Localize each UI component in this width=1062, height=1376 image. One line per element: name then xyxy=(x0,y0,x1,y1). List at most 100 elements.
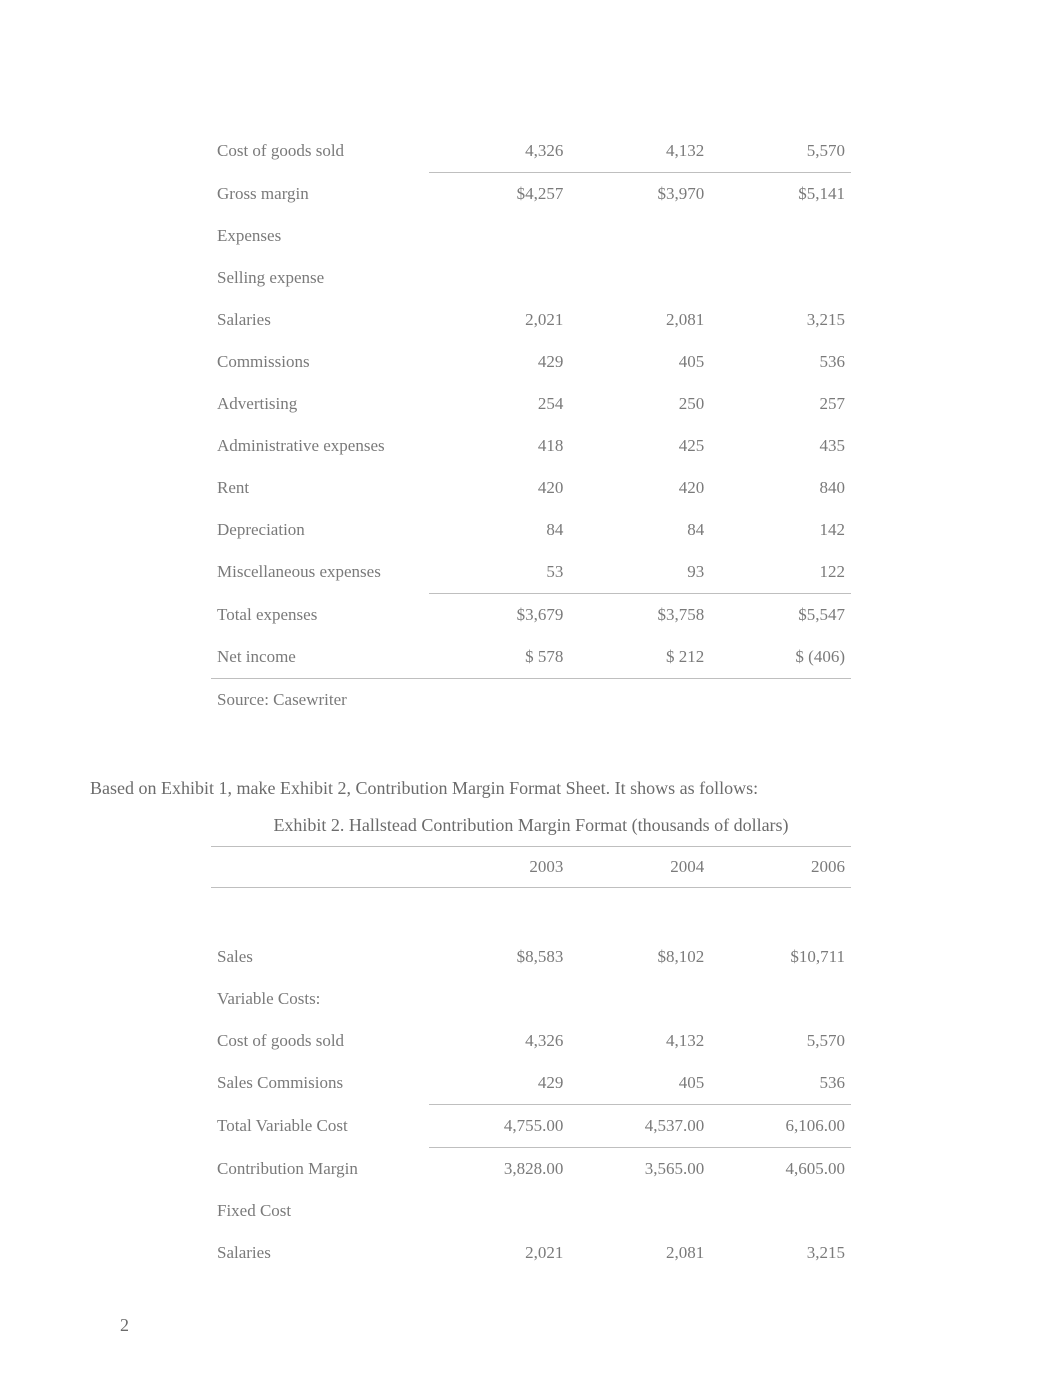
table-row: Sales$8,583$8,102$10,711 xyxy=(211,936,851,978)
exhibit2-title: Exhibit 2. Hallstead Contribution Margin… xyxy=(90,815,972,836)
cell-value: 250 xyxy=(569,383,710,425)
cell-value: 435 xyxy=(710,425,851,467)
row-label: Commissions xyxy=(211,341,429,383)
cell-value: 2,081 xyxy=(569,299,710,341)
row-label: Cost of goods sold xyxy=(211,1020,429,1062)
cell-value xyxy=(710,257,851,299)
row-label: Cost of goods sold xyxy=(211,130,429,173)
cell-value: 4,326 xyxy=(429,1020,570,1062)
cell-value: 4,326 xyxy=(429,130,570,173)
page-number: 2 xyxy=(120,1315,129,1336)
table-header-row: 200320042006 xyxy=(211,847,851,888)
table-row: Fixed Cost xyxy=(211,1190,851,1232)
cell-value: $ 578 xyxy=(429,636,570,679)
cell-value: 536 xyxy=(710,1062,851,1105)
row-label: Advertising xyxy=(211,383,429,425)
cell-value: 142 xyxy=(710,509,851,551)
table-row: Administrative expenses418425435 xyxy=(211,425,851,467)
row-label: Administrative expenses xyxy=(211,425,429,467)
cell-value xyxy=(569,1190,710,1232)
cell-value xyxy=(569,257,710,299)
cell-value: 5,570 xyxy=(710,1020,851,1062)
table-row: Depreciation8484142 xyxy=(211,509,851,551)
source-text: Source: Casewriter xyxy=(211,679,851,722)
table-row: Net income$ 578$ 212$ (406) xyxy=(211,636,851,679)
cell-value: 840 xyxy=(710,467,851,509)
row-label: Variable Costs: xyxy=(211,978,429,1020)
row-label: Contribution Margin xyxy=(211,1148,429,1191)
cell-value: $8,102 xyxy=(569,936,710,978)
cell-value: $3,970 xyxy=(569,173,710,216)
table-row: Commissions429405536 xyxy=(211,341,851,383)
cell-value xyxy=(569,978,710,1020)
table-row: Variable Costs: xyxy=(211,978,851,1020)
exhibit2-table: 200320042006 Sales$8,583$8,102$10,711Var… xyxy=(211,846,851,1274)
cell-value: 3,565.00 xyxy=(569,1148,710,1191)
row-label: Sales xyxy=(211,936,429,978)
row-label: Rent xyxy=(211,467,429,509)
row-label: Expenses xyxy=(211,215,429,257)
cell-value xyxy=(569,215,710,257)
cell-value: 405 xyxy=(569,1062,710,1105)
row-label: Depreciation xyxy=(211,509,429,551)
cell-value: 93 xyxy=(569,551,710,594)
row-label: Net income xyxy=(211,636,429,679)
cell-value: 4,132 xyxy=(569,1020,710,1062)
header-blank xyxy=(211,847,429,888)
cell-value: 4,132 xyxy=(569,130,710,173)
table-row: Selling expense xyxy=(211,257,851,299)
cell-value: 53 xyxy=(429,551,570,594)
cell-value: 420 xyxy=(429,467,570,509)
row-label: Salaries xyxy=(211,1232,429,1274)
document-page: Cost of goods sold4,3264,1325,570Gross m… xyxy=(0,0,1062,1376)
row-label: Salaries xyxy=(211,299,429,341)
cell-value: 2,021 xyxy=(429,299,570,341)
exhibit2-table-wrap: 200320042006 Sales$8,583$8,102$10,711Var… xyxy=(211,846,851,1274)
table-row: Advertising254250257 xyxy=(211,383,851,425)
spacer-row xyxy=(211,888,851,937)
cell-value: 257 xyxy=(710,383,851,425)
cell-value: $5,547 xyxy=(710,594,851,637)
cell-value: 4,755.00 xyxy=(429,1105,570,1148)
cell-value: 3,215 xyxy=(710,1232,851,1274)
cell-value: $5,141 xyxy=(710,173,851,216)
row-label: Total Variable Cost xyxy=(211,1105,429,1148)
row-label: Sales Commisions xyxy=(211,1062,429,1105)
cell-value: 420 xyxy=(569,467,710,509)
cell-value: 2,081 xyxy=(569,1232,710,1274)
cell-value xyxy=(710,1190,851,1232)
spacer-cell xyxy=(211,888,851,937)
cell-value: $3,679 xyxy=(429,594,570,637)
cell-value: $4,257 xyxy=(429,173,570,216)
body-paragraph: Based on Exhibit 1, make Exhibit 2, Cont… xyxy=(90,771,972,805)
table-row: Expenses xyxy=(211,215,851,257)
table-row: Rent420420840 xyxy=(211,467,851,509)
cell-value xyxy=(429,978,570,1020)
cell-value: 3,828.00 xyxy=(429,1148,570,1191)
cell-value: $10,711 xyxy=(710,936,851,978)
cell-value xyxy=(710,215,851,257)
table-row: Salaries2,0212,0813,215 xyxy=(211,1232,851,1274)
header-year: 2003 xyxy=(429,847,570,888)
table-row: Sales Commisions429405536 xyxy=(211,1062,851,1105)
exhibit1-table: Cost of goods sold4,3264,1325,570Gross m… xyxy=(211,130,851,721)
cell-value xyxy=(710,978,851,1020)
cell-value: 425 xyxy=(569,425,710,467)
cell-value: 84 xyxy=(429,509,570,551)
cell-value: $ (406) xyxy=(710,636,851,679)
cell-value: 536 xyxy=(710,341,851,383)
cell-value: 4,537.00 xyxy=(569,1105,710,1148)
cell-value: 405 xyxy=(569,341,710,383)
cell-value: $8,583 xyxy=(429,936,570,978)
table-row: Cost of goods sold4,3264,1325,570 xyxy=(211,130,851,173)
row-label: Selling expense xyxy=(211,257,429,299)
table-row: Total expenses$3,679$3,758$5,547 xyxy=(211,594,851,637)
cell-value: 254 xyxy=(429,383,570,425)
cell-value: 122 xyxy=(710,551,851,594)
table-row: Contribution Margin3,828.003,565.004,605… xyxy=(211,1148,851,1191)
header-year: 2004 xyxy=(569,847,710,888)
cell-value: 6,106.00 xyxy=(710,1105,851,1148)
table-row: Cost of goods sold4,3264,1325,570 xyxy=(211,1020,851,1062)
row-label: Fixed Cost xyxy=(211,1190,429,1232)
cell-value: 4,605.00 xyxy=(710,1148,851,1191)
